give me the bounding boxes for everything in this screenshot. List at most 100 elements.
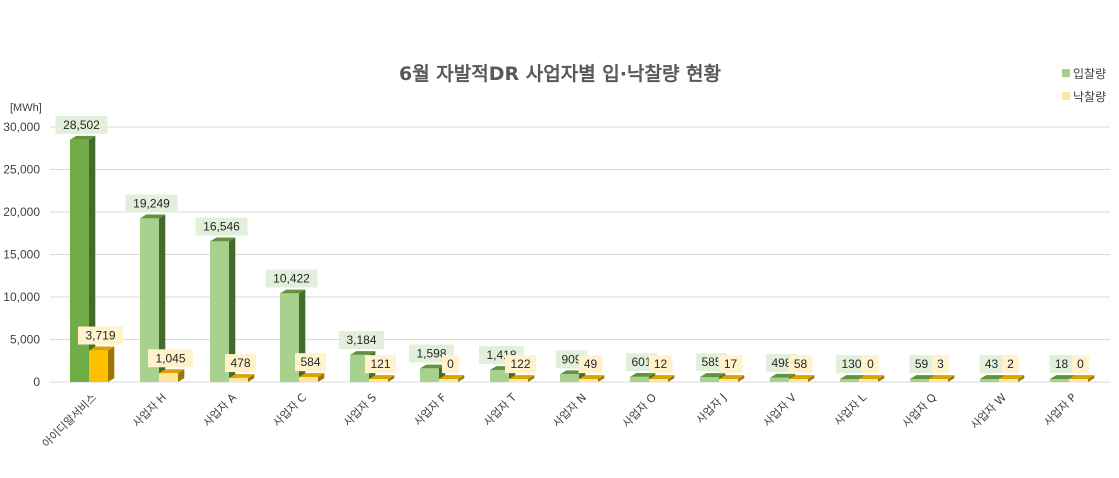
data-label: 2: [1002, 355, 1019, 374]
bar-bid: [420, 364, 446, 382]
bar-award-top: [789, 375, 815, 379]
bar-award-front: [509, 379, 528, 382]
bar-award-front: [159, 373, 178, 382]
data-label: 59: [909, 355, 934, 374]
bar-award-top: [929, 375, 955, 379]
data-label: 122: [505, 355, 536, 374]
bar-award-side: [318, 373, 325, 382]
x-category-label: 사업자 F: [412, 391, 450, 429]
data-label-text: 12: [654, 357, 668, 371]
data-label-text: 909: [561, 352, 581, 366]
data-label: 0: [1072, 355, 1089, 374]
data-label-bg: [648, 355, 673, 374]
data-label-bg: [55, 115, 108, 134]
gridlines: [50, 126, 1110, 383]
data-label-text: 16,546: [203, 220, 240, 234]
y-tick-label: 30,000: [3, 120, 40, 134]
bar-award: [229, 374, 255, 382]
y-tick-label: 5,000: [10, 333, 40, 347]
data-label-bg: [1072, 355, 1089, 374]
bar-award-top: [299, 373, 325, 378]
data-label-text: 3: [937, 357, 944, 371]
data-label: 10,422: [265, 269, 318, 288]
bar-award: [299, 373, 325, 382]
bar-bid-top: [910, 375, 936, 379]
y-tick-label: 10,000: [3, 290, 40, 304]
bar-bid-top: [980, 375, 1006, 379]
data-label-bg: [1049, 355, 1074, 374]
bar-award-side: [388, 375, 395, 382]
data-label-text: 49: [584, 357, 598, 371]
bar-bid-front: [140, 218, 159, 382]
data-labels: 28,5023,71919,2491,04516,54647810,422584…: [55, 115, 1089, 374]
data-label: 1,045: [148, 349, 193, 368]
bar-bid-side: [89, 135, 96, 382]
data-label: 584: [295, 353, 326, 372]
bar-award: [579, 375, 605, 382]
y-axis-ticks: 0 5,000 10,000 15,000 20,000 25,000 30,000: [3, 120, 40, 389]
data-label-text: 1,045: [155, 351, 185, 365]
data-label-text: 585: [701, 355, 721, 369]
legend-swatch-bid: [1062, 69, 1070, 77]
data-label-text: 19,249: [133, 197, 170, 211]
bar-bid-top: [770, 373, 796, 378]
bar-award-side: [528, 375, 535, 382]
bar-bid: [70, 135, 96, 382]
data-label-text: 478: [230, 356, 250, 370]
bar-award-top: [439, 375, 465, 379]
data-label-bg: [365, 355, 396, 374]
bar-award-front: [89, 350, 108, 382]
bar-award-side: [248, 374, 255, 382]
data-label-bg: [909, 355, 934, 374]
bar-bid-top: [1050, 375, 1076, 379]
bar-bid-front: [980, 379, 999, 382]
data-label-text: 0: [867, 357, 874, 371]
data-label-bg: [505, 355, 536, 374]
x-category-label: 사업자 N: [550, 391, 589, 430]
bar-award-front: [229, 377, 248, 382]
bar-bid-front: [350, 354, 369, 382]
x-category-label: 아이디알서비스: [39, 390, 99, 450]
data-label: 3,719: [78, 326, 123, 345]
bar-bid-front: [840, 379, 859, 382]
x-axis-category-labels: 아이디알서비스 사업자 H 사업자 A 사업자 C 사업자 S 사업자 F 사업자 T 사업자…: [39, 390, 1079, 450]
bar-award: [789, 375, 815, 382]
bar-award-side: [948, 375, 955, 382]
chart-title: 6월 자발적DR 사업자별 입·낙찰량 현황: [399, 62, 722, 85]
bar-bid-top: [350, 351, 376, 355]
bar-award-side: [108, 346, 115, 382]
bar-award: [859, 375, 885, 382]
bar-bid-top: [630, 373, 656, 377]
bar-bid-front: [490, 369, 509, 382]
data-label-bg: [125, 194, 178, 213]
bar-award-side: [738, 375, 745, 382]
bar-award: [509, 375, 535, 382]
bar-award-side: [1018, 375, 1025, 382]
bar-award: [929, 375, 955, 382]
data-label-bg: [578, 355, 603, 374]
bar-bid-front: [700, 377, 719, 382]
data-label-text: 18: [1055, 357, 1069, 371]
data-label-bg: [979, 355, 1004, 374]
bar-bid-front: [770, 377, 789, 382]
bars: [70, 135, 1095, 382]
bar-award-top: [859, 375, 885, 379]
data-label-text: 122: [510, 357, 530, 371]
data-label-text: 59: [915, 357, 929, 371]
bar-bid-side: [159, 214, 166, 382]
data-label: 0: [442, 355, 459, 374]
data-label-bg: [339, 331, 384, 350]
data-label-bg: [788, 355, 813, 374]
data-label-bg: [932, 355, 949, 374]
data-label-text: 2: [1007, 357, 1014, 371]
bar-award-side: [808, 375, 815, 382]
data-label-text: 3,184: [346, 333, 376, 347]
data-label-text: 58: [794, 357, 808, 371]
legend: 입찰량 낙찰량: [1062, 67, 1106, 104]
bar-award-top: [159, 369, 185, 374]
data-label-bg: [295, 353, 326, 372]
x-category-label: 사업자 L: [832, 390, 870, 428]
x-category-label: 사업자 S: [341, 391, 379, 429]
data-label-bg: [718, 355, 743, 374]
